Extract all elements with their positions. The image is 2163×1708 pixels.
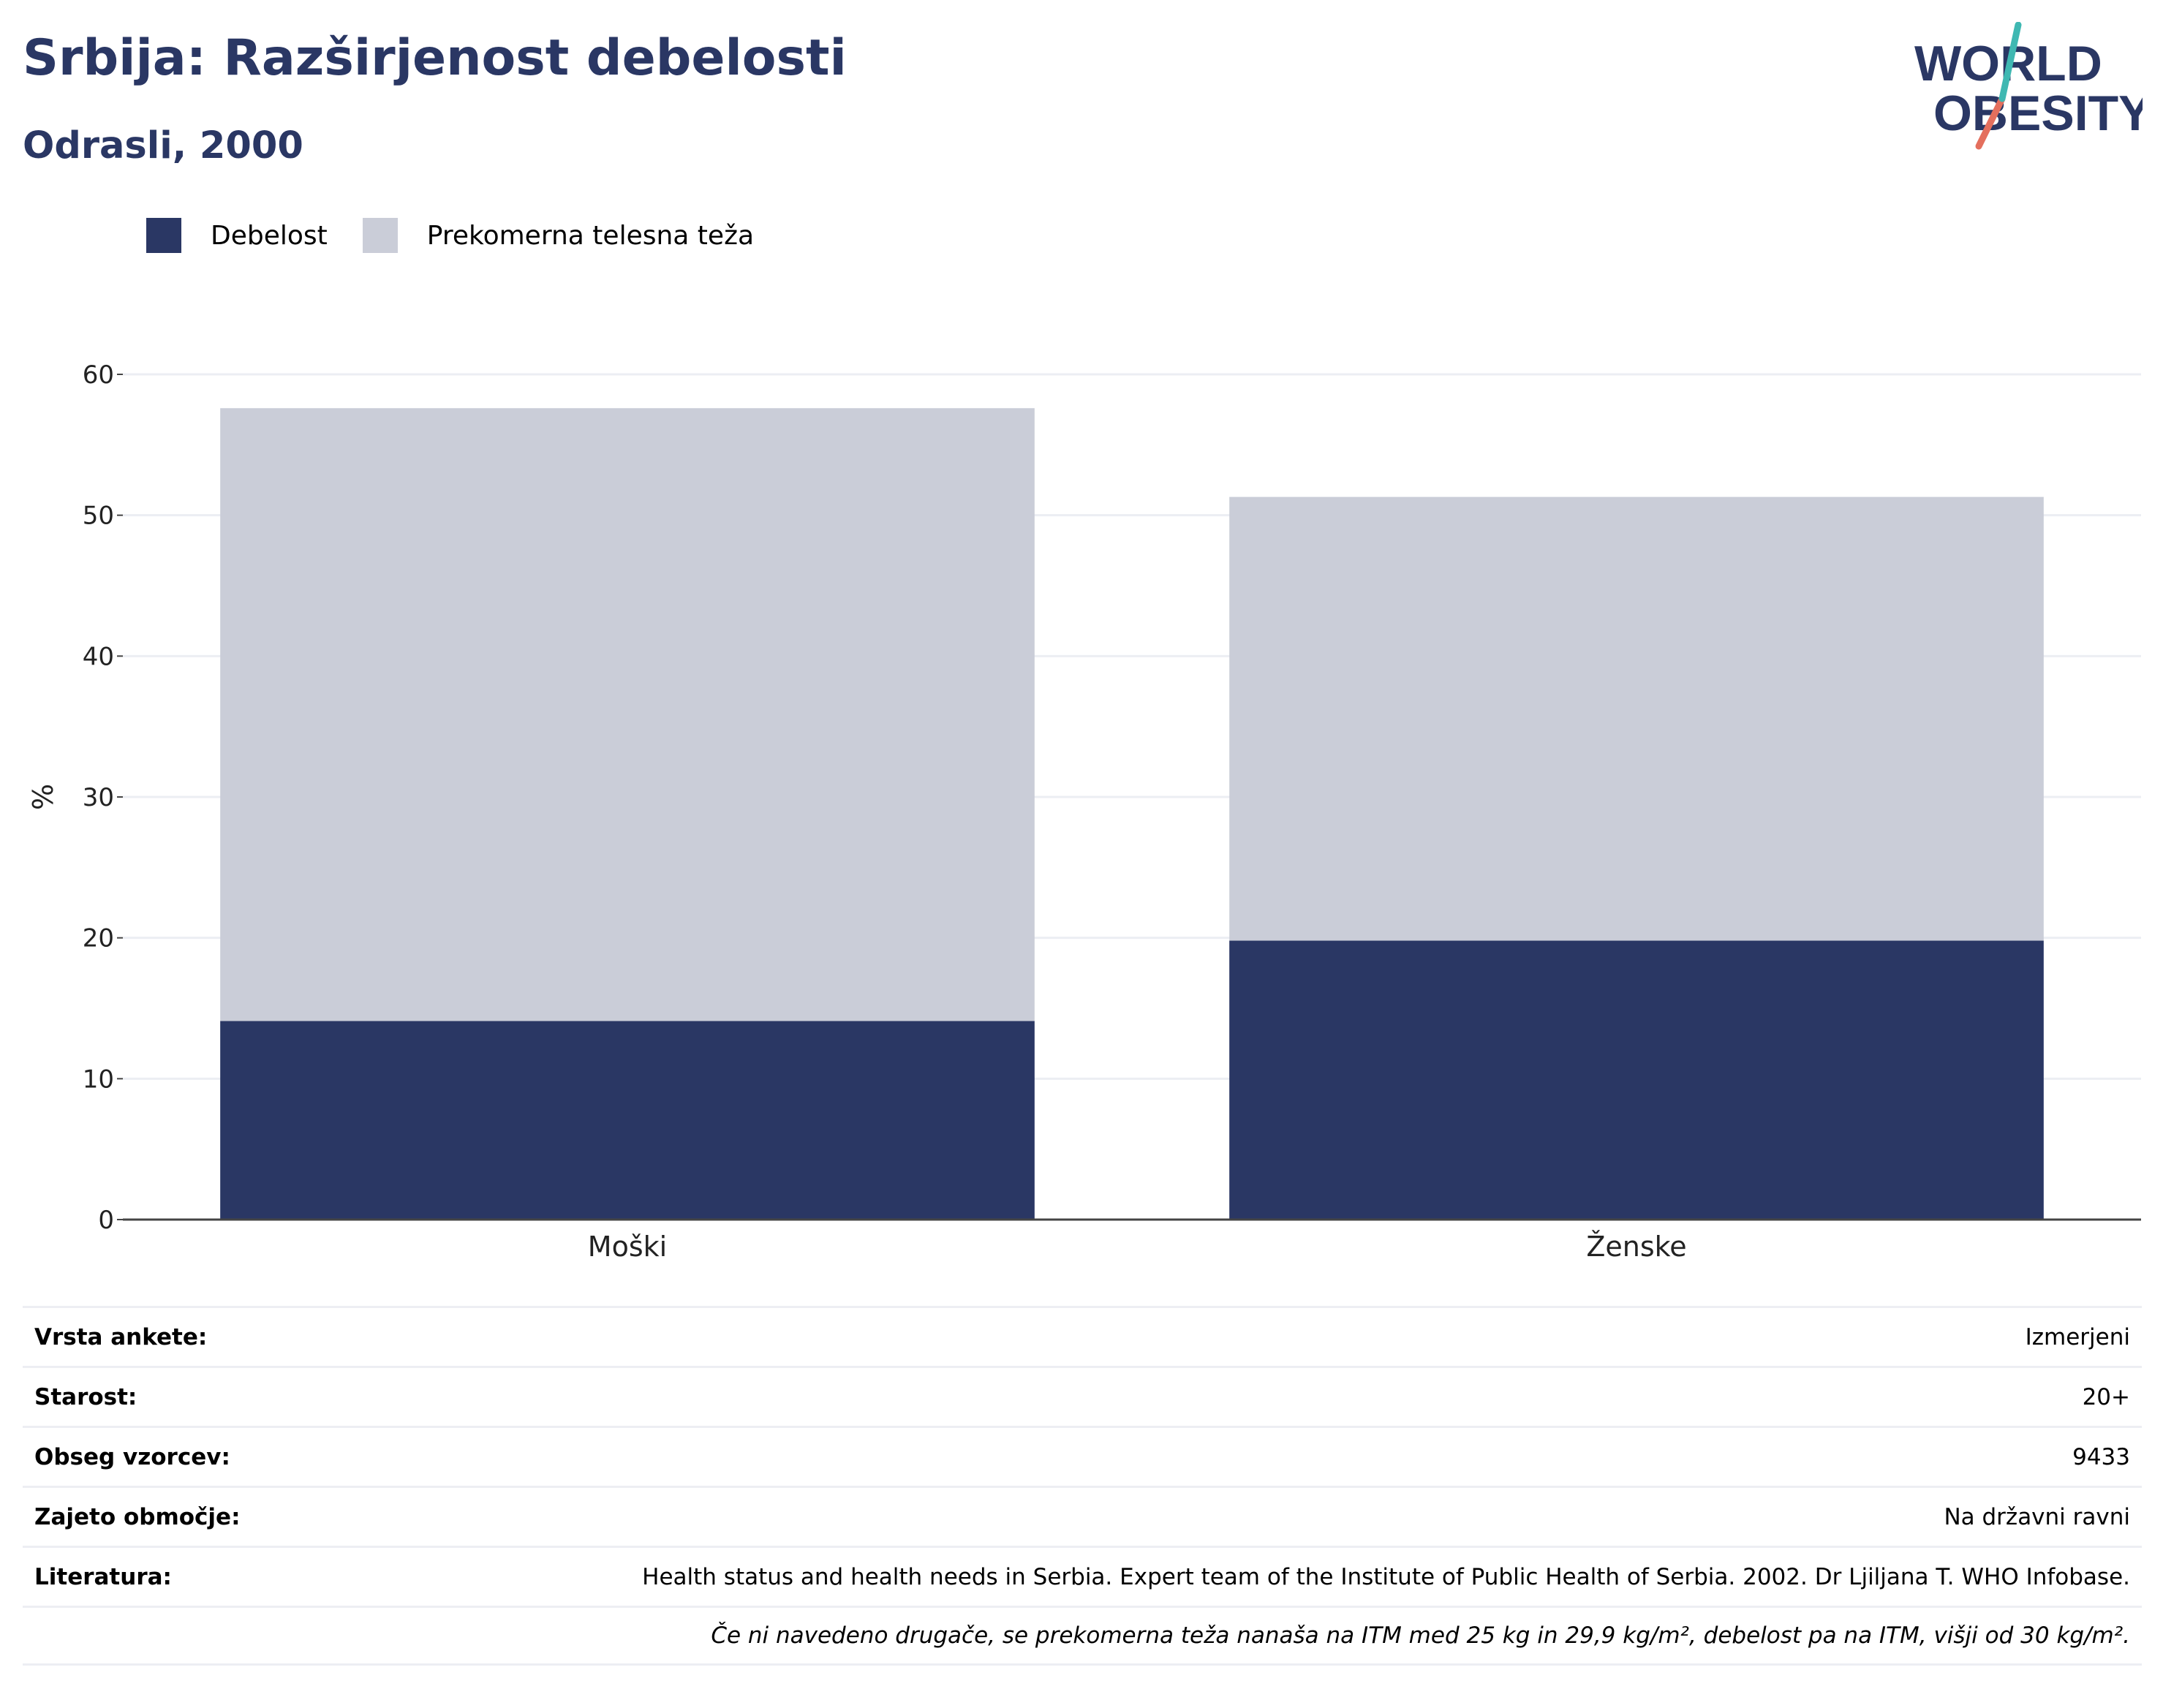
meta-label: Obseg vzorcev: <box>34 1443 230 1470</box>
legend-swatch-prekomerna <box>362 218 398 253</box>
y-tick-label: 50 <box>83 502 114 531</box>
y-tick-label: 10 <box>83 1065 114 1094</box>
meta-value: Na državni ravni <box>1944 1503 2130 1530</box>
chart-legend: Debelost Prekomerna telesna teža <box>146 218 789 253</box>
meta-label: Vrsta ankete: <box>34 1323 208 1350</box>
legend-item-prekomerna[interactable]: Prekomerna telesna teža <box>362 218 755 253</box>
bar-chart: 0 10 20 30 40 50 60% Moški Ženske <box>27 360 2141 1263</box>
bar-prekomerna-telesna-teža <box>1229 496 2044 941</box>
bar-prekomerna-telesna-teža <box>220 408 1035 1021</box>
chart-title: Srbija: Razširjenost debelosti <box>23 29 847 87</box>
y-tick-label: 20 <box>83 924 114 953</box>
meta-value: Izmerjeni <box>2025 1323 2130 1350</box>
meta-value: 20+ <box>2082 1383 2130 1410</box>
meta-value: Health status and health needs in Serbia… <box>642 1563 2130 1590</box>
x-tick-label: Moški <box>588 1231 667 1263</box>
metadata-table: Vrsta ankete: Izmerjeni Starost: 20+ Obs… <box>23 1306 2142 1666</box>
legend-item-debelost[interactable]: Debelost <box>146 218 328 253</box>
legend-label: Debelost <box>211 220 328 251</box>
legend-swatch-debelost <box>146 218 181 253</box>
meta-label: Starost: <box>34 1383 137 1410</box>
y-tick-label: 60 <box>83 360 114 390</box>
meta-value: 9433 <box>2072 1443 2130 1470</box>
bar-debelost <box>1229 940 2044 1220</box>
meta-row-note: Če ni navedeno drugače, se prekomerna te… <box>23 1606 2142 1666</box>
meta-row-survey-type: Vrsta ankete: Izmerjeni <box>23 1306 2142 1366</box>
meta-row-reference: Literatura: Health status and health nee… <box>23 1546 2142 1606</box>
y-axis-label: % <box>27 784 59 810</box>
chart-subtitle: Odrasli, 2000 <box>23 124 303 167</box>
y-tick-label: 40 <box>83 642 114 671</box>
x-tick-label: Ženske <box>1586 1231 1686 1263</box>
bar-debelost <box>220 1021 1035 1220</box>
world-obesity-logo: WORLD OBESITY <box>1914 22 2143 150</box>
meta-row-sample-size: Obseg vzorcev: 9433 <box>23 1426 2142 1486</box>
y-tick-label: 30 <box>83 783 114 812</box>
meta-row-age: Starost: 20+ <box>23 1366 2142 1426</box>
logo-line2: OBESITY <box>1933 86 2143 141</box>
definition-note: Če ni navedeno drugače, se prekomerna te… <box>711 1622 2130 1649</box>
meta-label: Literatura: <box>34 1563 172 1590</box>
meta-row-coverage: Zajeto območje: Na državni ravni <box>23 1486 2142 1546</box>
meta-label: Zajeto območje: <box>34 1503 241 1530</box>
legend-label: Prekomerna telesna teža <box>426 220 755 251</box>
y-tick-label: 0 <box>98 1206 114 1235</box>
